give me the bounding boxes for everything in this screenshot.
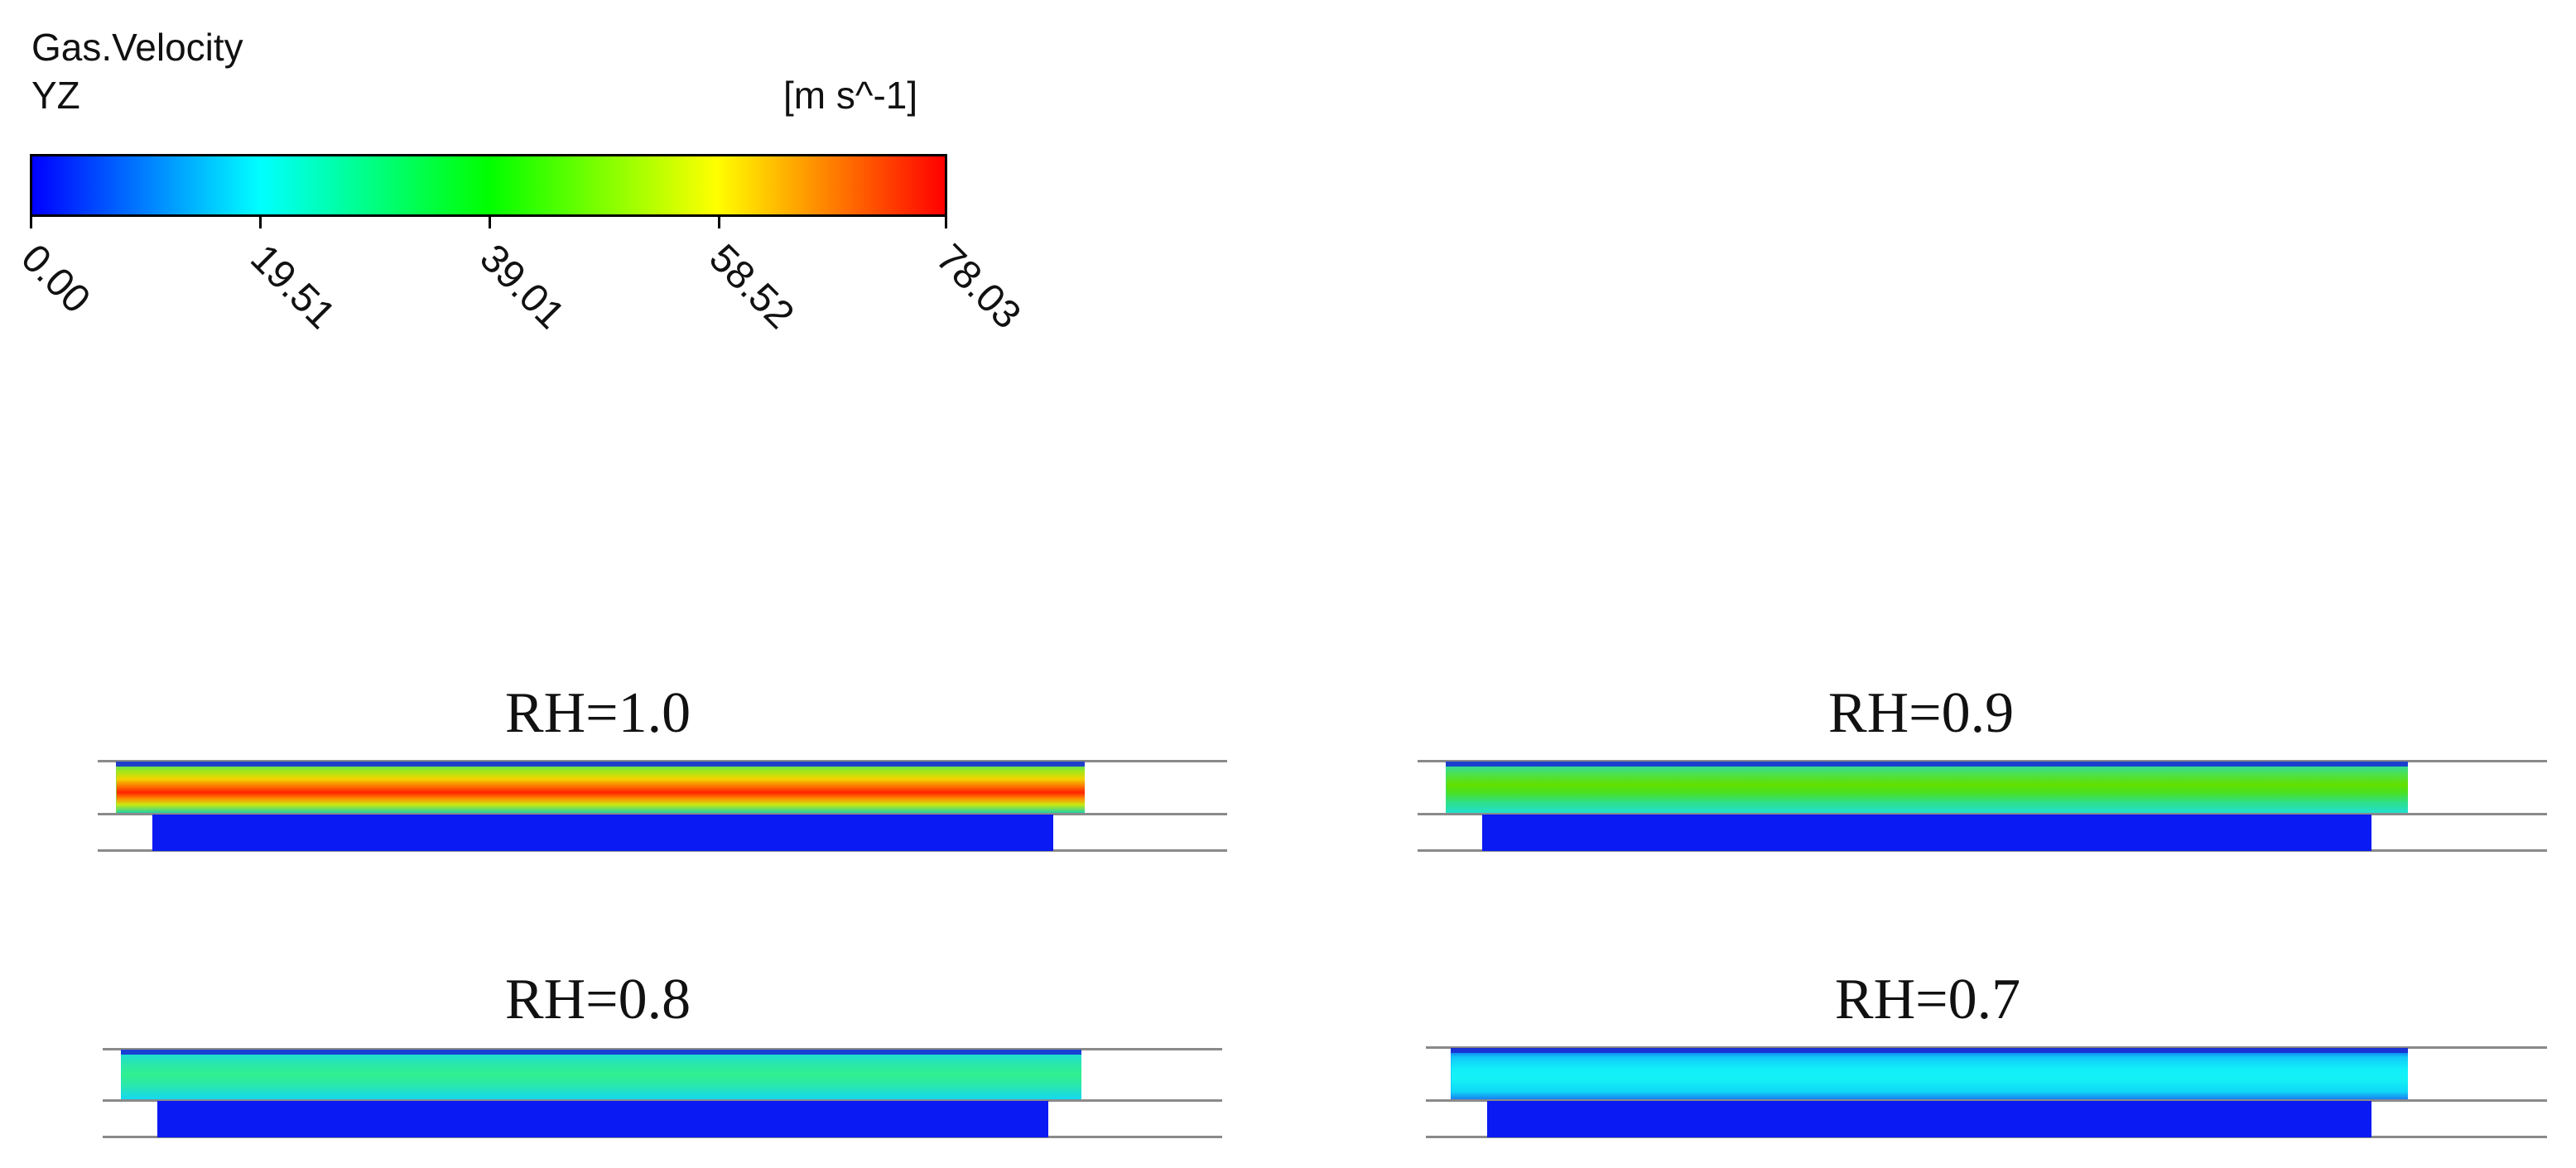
electrode-plate <box>1487 1101 2371 1137</box>
gas-channel <box>121 1050 1081 1099</box>
outline-line <box>1426 1099 2547 1102</box>
legend-plane: YZ <box>31 74 80 117</box>
outline-line <box>98 813 1227 815</box>
colorbar-tick-label: 58.52 <box>701 236 802 338</box>
outline-line <box>1418 760 2547 762</box>
gas-channel <box>1446 762 2408 813</box>
legend-unit: [m s^-1] <box>783 74 918 117</box>
colorbar-tick-label: 0.00 <box>12 236 99 322</box>
colorbar-tick-label: 78.03 <box>927 236 1029 338</box>
outline-line <box>1418 813 2547 815</box>
electrode-plate <box>152 815 1053 851</box>
electrode-plate <box>1482 815 2371 851</box>
case-title: RH=0.8 <box>504 968 691 1031</box>
colorbar-tick <box>718 217 720 228</box>
gas-channel <box>1451 1048 2408 1099</box>
legend-title: Gas.Velocity <box>31 26 243 69</box>
outline-line <box>103 1048 1222 1050</box>
outline-line <box>98 760 1227 762</box>
electrode-plate <box>157 1101 1048 1137</box>
colorbar-tick <box>945 217 947 228</box>
colorbar-tick-label: 39.01 <box>471 236 573 338</box>
case-title: RH=0.9 <box>1827 681 2015 745</box>
outline-line <box>103 1099 1222 1102</box>
colorbar-tick <box>30 217 32 228</box>
case-title: RH=0.7 <box>1834 968 2021 1031</box>
gas-channel <box>116 762 1085 813</box>
case-title: RH=1.0 <box>504 681 691 745</box>
outline-line <box>1426 1046 2547 1049</box>
colorbar-tick <box>259 217 262 228</box>
colorbar-tick-label: 19.51 <box>242 236 344 338</box>
colorbar <box>30 154 947 217</box>
colorbar-tick <box>489 217 491 228</box>
